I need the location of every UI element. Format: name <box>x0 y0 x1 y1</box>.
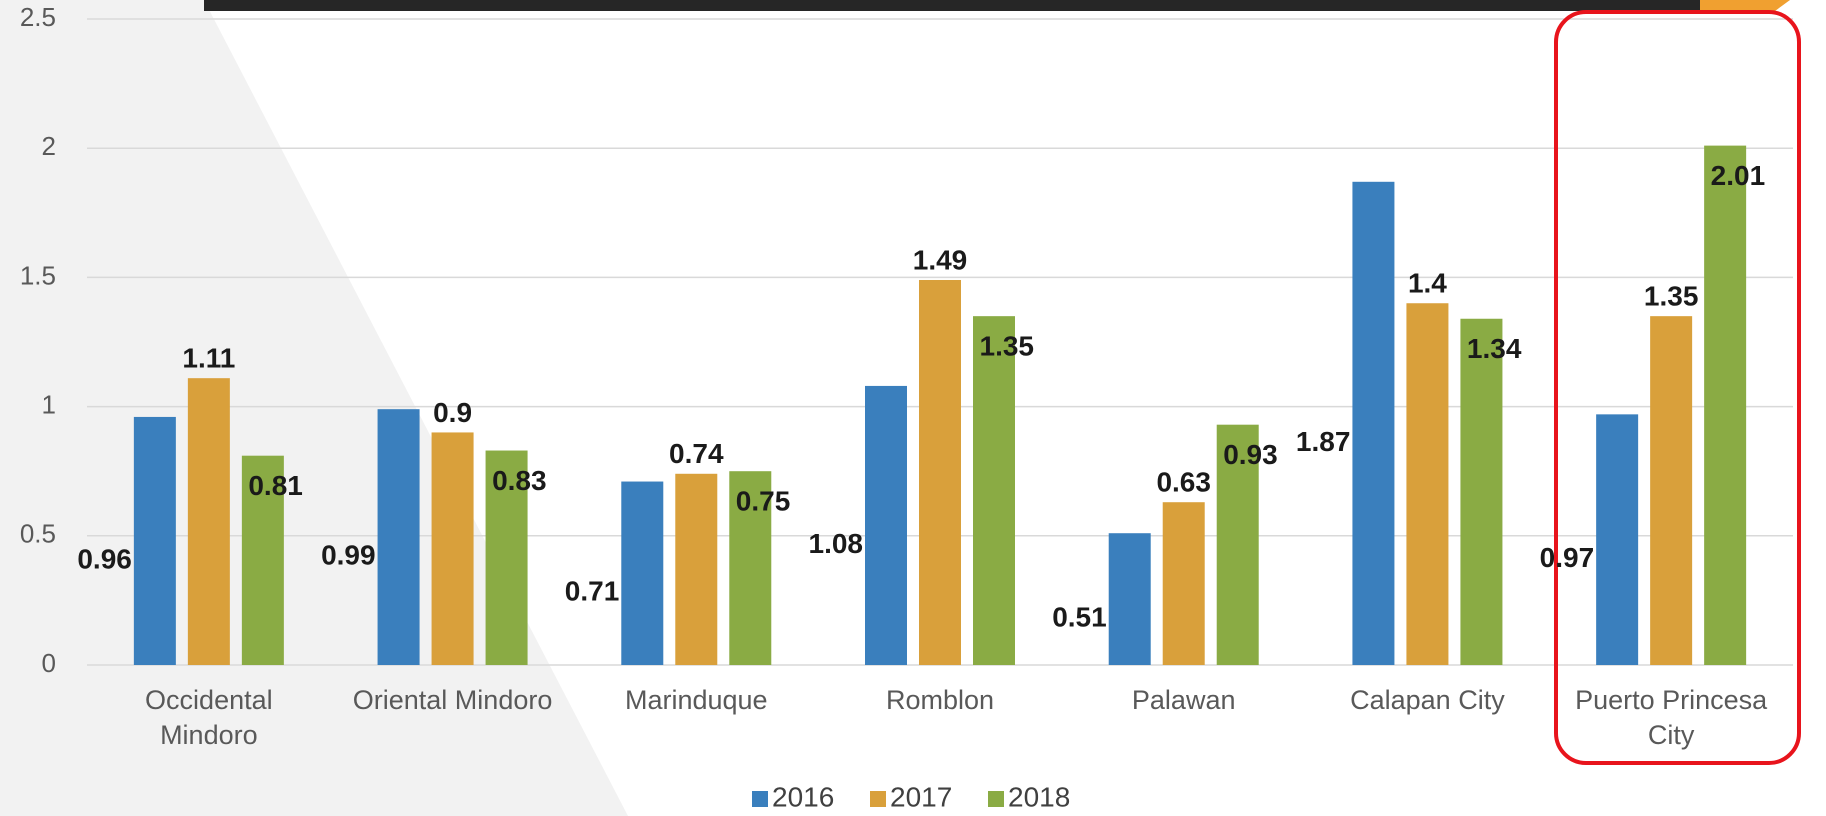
legend-swatch <box>752 791 768 807</box>
data-label: 1.49 <box>913 244 968 275</box>
legend-label: 2018 <box>1008 781 1070 812</box>
data-label: 0.75 <box>736 486 791 517</box>
x-tick-label: Occidental Mindoro <box>145 685 273 750</box>
data-label: 1.35 <box>980 331 1035 362</box>
bar <box>1460 318 1503 665</box>
bar <box>187 378 230 665</box>
bar <box>1704 145 1747 666</box>
data-label: 0.74 <box>669 438 724 469</box>
y-tick-label: 2 <box>42 131 56 161</box>
bar <box>919 279 961 665</box>
bar <box>377 409 420 665</box>
y-tick-label: 0 <box>42 648 56 678</box>
bars <box>133 145 1747 666</box>
data-label: 1.11 <box>182 343 235 374</box>
bar <box>973 316 1015 665</box>
data-label: 0.96 <box>77 543 132 574</box>
bar <box>1162 502 1205 665</box>
data-label: 1.35 <box>1644 281 1699 312</box>
legend-label: 2017 <box>890 781 952 812</box>
legend-label: 2016 <box>772 781 834 812</box>
y-tick-label: 1.5 <box>20 260 56 290</box>
bar <box>431 432 474 665</box>
data-label: 0.93 <box>1223 439 1278 470</box>
bar <box>1596 414 1639 665</box>
y-tick-label: 2.5 <box>20 2 56 32</box>
bar <box>1216 424 1259 665</box>
bar <box>1650 316 1693 665</box>
bar <box>1352 181 1395 666</box>
data-label: 1.34 <box>1467 333 1522 364</box>
x-tick-label: Palawan <box>1131 685 1236 715</box>
x-tick-label: Oriental Mindoro <box>352 685 553 715</box>
data-label: 0.99 <box>321 539 376 570</box>
bar <box>729 471 772 665</box>
bar <box>1108 533 1151 665</box>
y-tick-label: 0.5 <box>20 519 56 549</box>
bar <box>133 416 176 665</box>
bar <box>621 481 664 665</box>
data-label: 0.83 <box>492 465 547 496</box>
legend-swatch <box>870 791 886 807</box>
highlight-box <box>1554 10 1801 765</box>
bar <box>675 473 718 665</box>
legend-swatch <box>988 791 1004 807</box>
bar <box>241 455 284 665</box>
data-label: 0.81 <box>248 470 303 501</box>
x-tick-label: Puerto Princesa City <box>1575 685 1768 750</box>
x-tick-label: Marinduque <box>624 685 768 715</box>
data-label: 1.87 <box>1296 426 1351 457</box>
x-tick-label: Romblon <box>885 685 995 715</box>
bar <box>485 450 528 665</box>
bar <box>1406 303 1449 665</box>
top-accent <box>1700 0 1790 11</box>
data-label: 0.9 <box>433 397 472 428</box>
data-label: 0.63 <box>1156 467 1211 498</box>
bar <box>865 385 907 665</box>
data-label: 0.97 <box>1540 542 1595 573</box>
data-label: 1.4 <box>1408 268 1447 299</box>
data-label: 2.01 <box>1711 160 1766 191</box>
data-label: 0.51 <box>1052 601 1107 632</box>
top-band <box>204 0 1700 11</box>
data-label: 1.08 <box>809 528 864 559</box>
x-tick-label: Calapan City <box>1350 685 1505 715</box>
data-label: 0.71 <box>565 576 620 607</box>
y-tick-label: 1 <box>42 389 56 419</box>
